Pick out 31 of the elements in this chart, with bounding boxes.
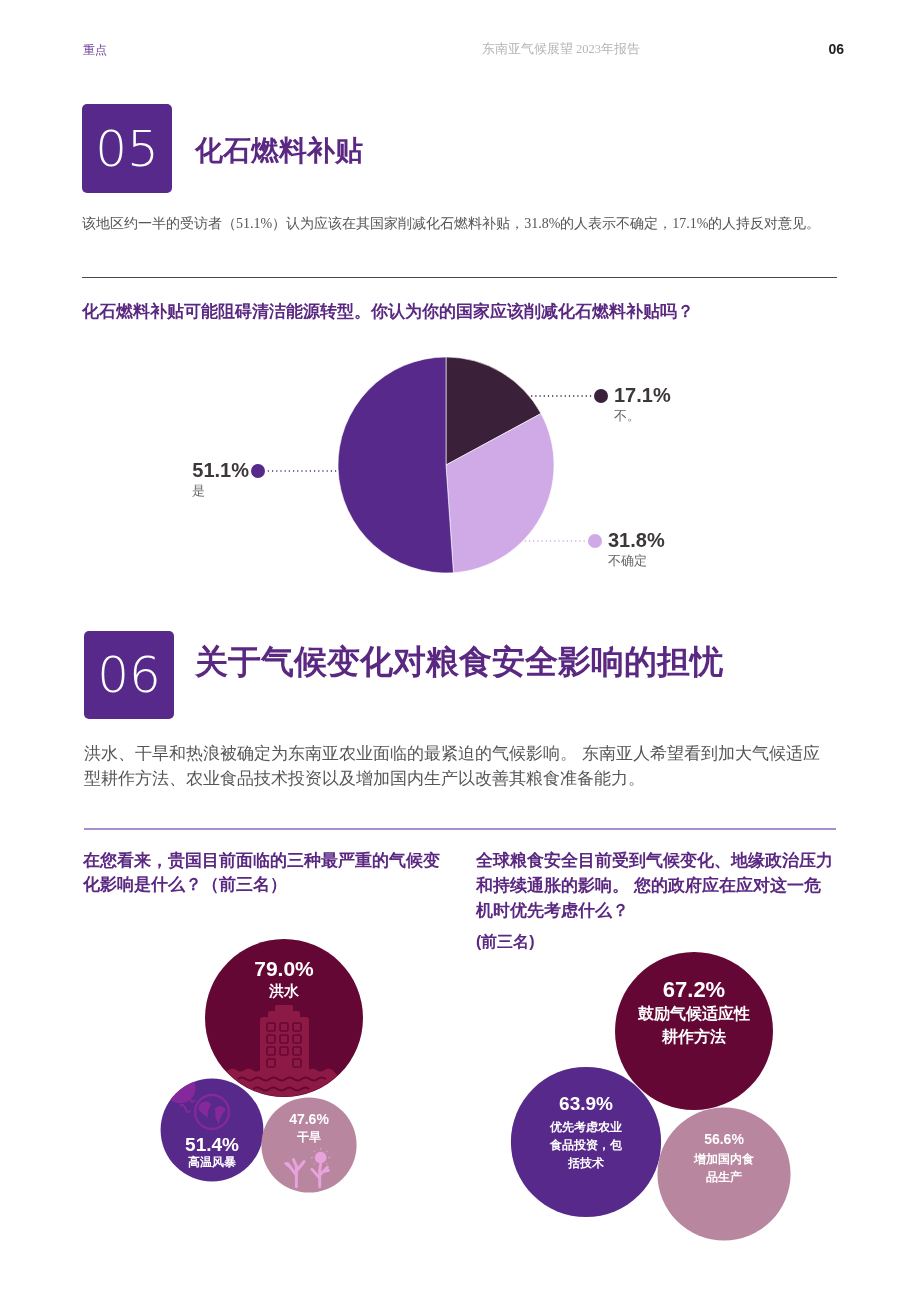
data-label: 63.9% [559, 1092, 613, 1116]
text: 化石燃料补贴 [195, 133, 363, 168]
data-label: 51.1% [192, 458, 249, 483]
text: (前三名) [476, 932, 535, 952]
text: 06 [828, 41, 844, 59]
data-label: 67.2% [662, 976, 726, 1004]
slice-label: 不确定 [608, 553, 647, 569]
data-label: 31.8% [608, 528, 665, 553]
text: 关于气候变化对粮食安全影响的担忧 [195, 642, 723, 683]
text: 洪水、干旱和热浪被确定为东南亚农业面临的最紧迫的气候影响。 东南亚人希望看到加大气候适应型耕作方法、农业食品技术投资以及增加国内生产以改善其粮食准备能力。 [84, 743, 821, 790]
text: 06 [97, 644, 161, 706]
slice-label: 不。 [614, 408, 640, 424]
data-label: 56.6% [704, 1131, 744, 1149]
category-label: 增加国内食品生产 [692, 1151, 755, 1186]
data-label: 47.6% [289, 1111, 329, 1129]
category-label: 鼓励气候适应性耕作方法 [637, 1003, 751, 1047]
text: 该地区约一半的受访者（51.1%）认为应该在其国家削减化石燃料补贴，31.8%的人表示不确定，17.1%的人持反对意见。 [82, 215, 821, 233]
category-label: 干旱 [296, 1129, 322, 1145]
text: 东南亚气候展望 2023年报告 [481, 42, 641, 58]
slice-label: 是 [192, 483, 206, 499]
data-label: 17.1% [614, 383, 671, 408]
chart-title: 化石燃料补贴可能阻碍清洁能源转型。你认为你的国家应该削减化石燃料补贴吗？ [82, 300, 694, 322]
data-label: 51.4% [185, 1133, 239, 1156]
text: 全球粮食安全目前受到气候变化、地缘政治压力和持续通胀的影响。 您的政府应在应对这一危机时优先考虑什么？ [476, 850, 834, 922]
category-label: 高温风暴 [187, 1153, 237, 1171]
data-label: 79.0% [254, 955, 314, 982]
text: 重点 [83, 42, 107, 58]
category-label: 洪水 [268, 982, 300, 1001]
text: 05 [95, 118, 159, 180]
text: 在您看来，贵国目前面临的三种最严重的气候变化影响是什么？（前三名） [83, 850, 441, 896]
category-label: 优先考虑农业食品投资，包括技术 [548, 1119, 623, 1172]
